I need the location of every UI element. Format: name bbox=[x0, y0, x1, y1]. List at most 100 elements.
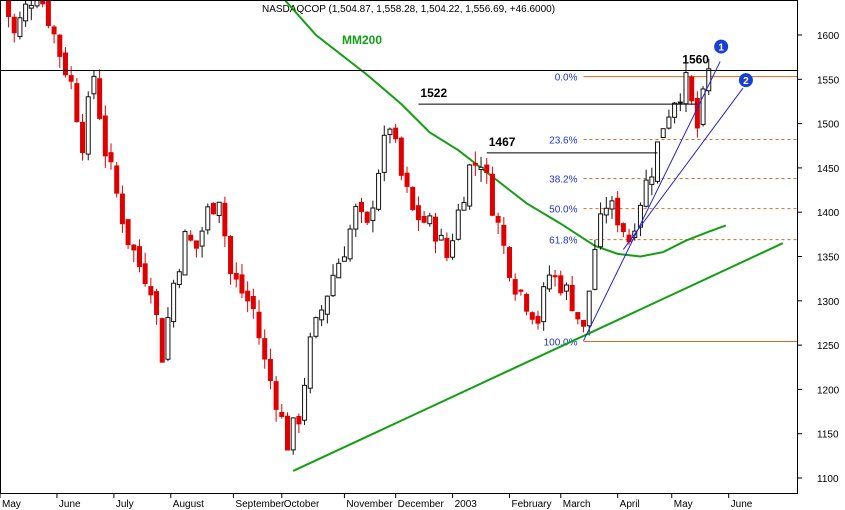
x-tick-label: October bbox=[284, 499, 320, 510]
candle-body bbox=[461, 201, 467, 211]
candle-body bbox=[700, 88, 706, 125]
candle-body bbox=[507, 247, 513, 278]
trendline-marker-label: 2 bbox=[743, 76, 749, 87]
candle-body bbox=[205, 206, 211, 231]
candle-body bbox=[125, 219, 131, 246]
candle-body bbox=[575, 312, 581, 320]
x-tick-label: June bbox=[59, 499, 81, 510]
candle-body bbox=[444, 237, 450, 258]
candle-body bbox=[165, 317, 171, 360]
candle-body bbox=[592, 248, 598, 290]
candle-body bbox=[404, 172, 410, 187]
candle-body bbox=[40, 0, 46, 5]
candle-body bbox=[512, 279, 518, 295]
candle-body bbox=[188, 234, 194, 241]
candle-body bbox=[108, 152, 114, 163]
candle-body bbox=[598, 213, 604, 248]
candle-body bbox=[524, 293, 530, 312]
candle-body bbox=[330, 274, 336, 297]
candle-body bbox=[393, 127, 399, 140]
x-tick-label: September bbox=[235, 499, 285, 510]
fib-level-label: 0.0% bbox=[555, 73, 578, 84]
candle-body bbox=[85, 96, 91, 155]
candle-body bbox=[17, 17, 23, 38]
candle-body bbox=[666, 116, 672, 129]
candle-body bbox=[398, 137, 404, 176]
candle-body bbox=[586, 290, 592, 327]
candle-body bbox=[615, 197, 621, 226]
candle-body bbox=[148, 286, 154, 296]
candle-body bbox=[182, 231, 188, 276]
candle-body bbox=[284, 415, 290, 451]
candle-body bbox=[28, 4, 34, 9]
candle-body bbox=[626, 234, 632, 243]
fib-level-label: 100.0% bbox=[544, 338, 578, 349]
candle-body bbox=[353, 205, 359, 230]
candle-body bbox=[433, 216, 439, 242]
candle-body bbox=[581, 319, 587, 327]
candle-body bbox=[97, 78, 103, 119]
y-tick-label: 1500 bbox=[817, 120, 840, 131]
candle-body bbox=[239, 274, 245, 294]
y-tick-label: 1200 bbox=[817, 385, 840, 396]
y-tick-label: 1100 bbox=[817, 474, 839, 485]
candle-body bbox=[689, 76, 695, 102]
candle-body bbox=[136, 246, 142, 267]
candle-body bbox=[233, 273, 239, 280]
candle-body bbox=[415, 205, 421, 221]
y-tick-label: 1150 bbox=[817, 430, 839, 441]
candle-body bbox=[262, 338, 268, 360]
peak-label: 1560 bbox=[682, 52, 709, 66]
fib-level-label: 23.6% bbox=[549, 136, 577, 147]
trendline-2 bbox=[622, 87, 744, 250]
candle-body bbox=[159, 318, 165, 363]
x-tick-label: February bbox=[512, 499, 552, 510]
candle-body bbox=[154, 291, 160, 316]
candle-body bbox=[250, 296, 256, 310]
candle-body bbox=[341, 256, 347, 262]
candle-body bbox=[62, 52, 68, 76]
x-tick-label: November bbox=[346, 499, 393, 510]
candle-body bbox=[450, 240, 456, 258]
candle-body bbox=[649, 176, 655, 185]
candle-body bbox=[501, 224, 507, 246]
candle-body bbox=[421, 215, 427, 223]
y-tick-label: 1350 bbox=[817, 253, 840, 264]
candle-body bbox=[569, 284, 575, 312]
candle-body bbox=[558, 275, 564, 294]
candle-body bbox=[68, 75, 74, 82]
candle-body bbox=[489, 173, 495, 216]
fib-level-label: 38.2% bbox=[549, 175, 577, 186]
y-tick-label: 1550 bbox=[817, 75, 840, 86]
x-tick-label: August bbox=[173, 499, 204, 510]
candle-body bbox=[603, 207, 609, 216]
y-tick-label: 1600 bbox=[817, 31, 840, 42]
candle-body bbox=[324, 295, 330, 315]
candle-body bbox=[609, 200, 615, 210]
x-tick-label: March bbox=[563, 499, 591, 510]
ma200-label: MM200 bbox=[342, 33, 382, 47]
candle-body bbox=[23, 3, 29, 22]
candle-body bbox=[467, 164, 473, 207]
fib-level-label: 50.0% bbox=[549, 205, 577, 216]
candle-body bbox=[131, 244, 137, 251]
candle-body bbox=[620, 223, 626, 233]
candle-body bbox=[313, 317, 319, 337]
fib-level-label: 61.8% bbox=[549, 236, 577, 247]
candle-body bbox=[290, 417, 296, 451]
candle-body bbox=[495, 215, 501, 223]
candle-body bbox=[364, 211, 370, 223]
candlesticks bbox=[6, 0, 712, 455]
y-tick-label: 1250 bbox=[817, 341, 840, 352]
x-tick-label: May bbox=[2, 499, 21, 510]
x-tick-label: December bbox=[398, 499, 445, 510]
peak-label: 1467 bbox=[489, 135, 516, 149]
candle-body bbox=[57, 34, 63, 57]
candle-body bbox=[256, 311, 262, 339]
candle-body bbox=[694, 98, 700, 129]
trendline-marker-label: 1 bbox=[718, 43, 724, 54]
x-tick-label: 2003 bbox=[455, 499, 478, 510]
candle-body bbox=[478, 166, 484, 171]
candle-body bbox=[11, 16, 17, 34]
candle-body bbox=[74, 83, 80, 123]
